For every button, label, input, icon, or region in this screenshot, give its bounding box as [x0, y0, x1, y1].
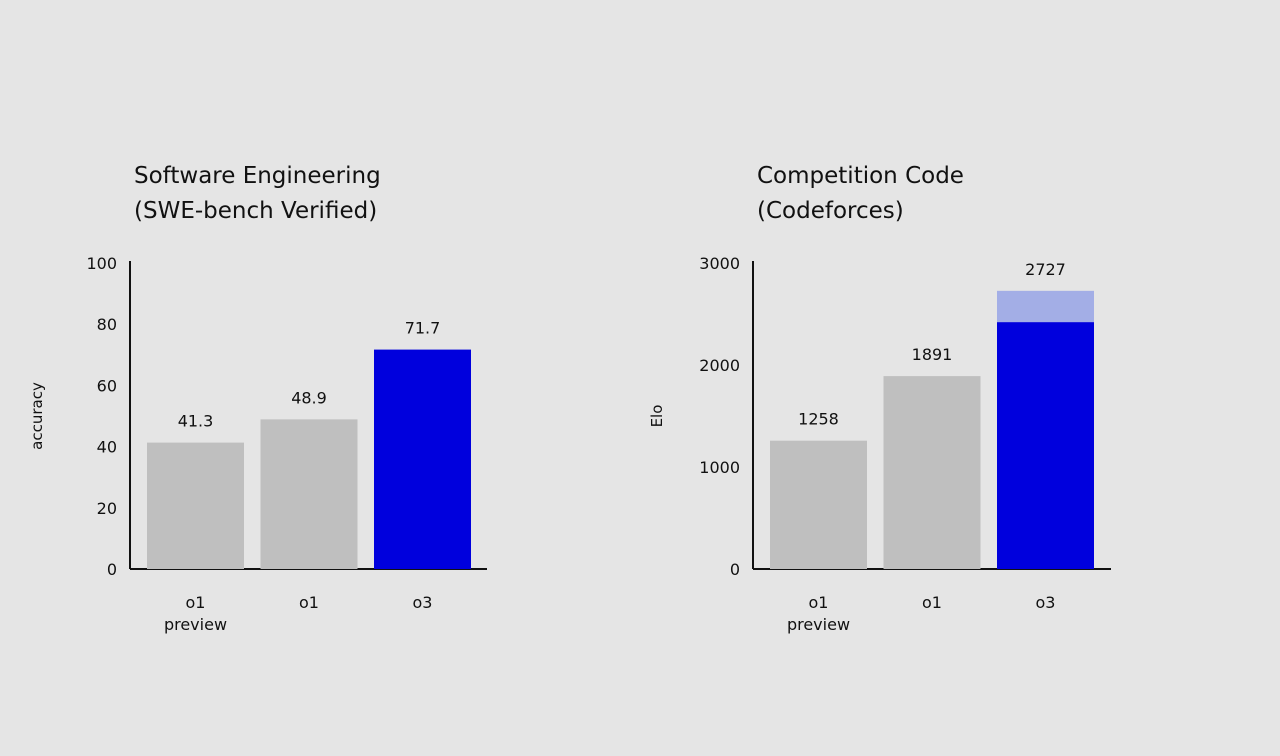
subtitle: (Codeforces) — [757, 198, 904, 224]
y-tick-label: 0 — [107, 560, 117, 579]
y-tick-label: 60 — [97, 376, 117, 395]
chart-title-codeforces: Competition Code (Codeforces) — [757, 159, 964, 229]
subtitle: (SWE-bench Verified) — [134, 198, 378, 224]
y-tick-label: 40 — [97, 438, 117, 457]
y-tick-label: 80 — [97, 315, 117, 334]
bar — [147, 442, 244, 569]
title: Competition Code — [757, 163, 964, 189]
x-tick-label: o1 — [186, 593, 206, 612]
y-tick-label: 20 — [97, 499, 117, 518]
bar — [883, 376, 981, 569]
y-tick-label: 2000 — [699, 356, 740, 375]
bar-highlight-segment — [997, 290, 1094, 323]
x-tick-label: o3 — [1036, 593, 1056, 612]
data-label: 1258 — [798, 410, 839, 429]
y-tick-label: 0 — [730, 560, 740, 579]
x-tick-label: o1 — [809, 593, 829, 612]
x-tick-label: preview — [164, 615, 227, 634]
data-label: 1891 — [912, 345, 953, 364]
y-axis-label: Elo — [648, 405, 666, 428]
data-label: 2727 — [1025, 260, 1066, 279]
bar — [770, 440, 867, 569]
bar — [374, 349, 471, 569]
title: Software Engineering — [134, 163, 381, 189]
data-label: 41.3 — [178, 412, 214, 431]
y-axis-label: accuracy — [28, 382, 46, 450]
x-tick-label: preview — [787, 615, 850, 634]
data-label: 71.7 — [405, 319, 441, 338]
y-tick-label: 1000 — [699, 458, 740, 477]
y-tick-label: 100 — [86, 254, 117, 273]
bar — [997, 322, 1094, 569]
y-tick-label: 3000 — [699, 254, 740, 273]
x-tick-label: o1 — [922, 593, 942, 612]
data-label: 48.9 — [291, 388, 327, 407]
x-tick-label: o3 — [413, 593, 433, 612]
x-tick-label: o1 — [299, 593, 319, 612]
bar — [260, 419, 358, 569]
chart-title-swe: Software Engineering (SWE-bench Verified… — [134, 159, 381, 229]
